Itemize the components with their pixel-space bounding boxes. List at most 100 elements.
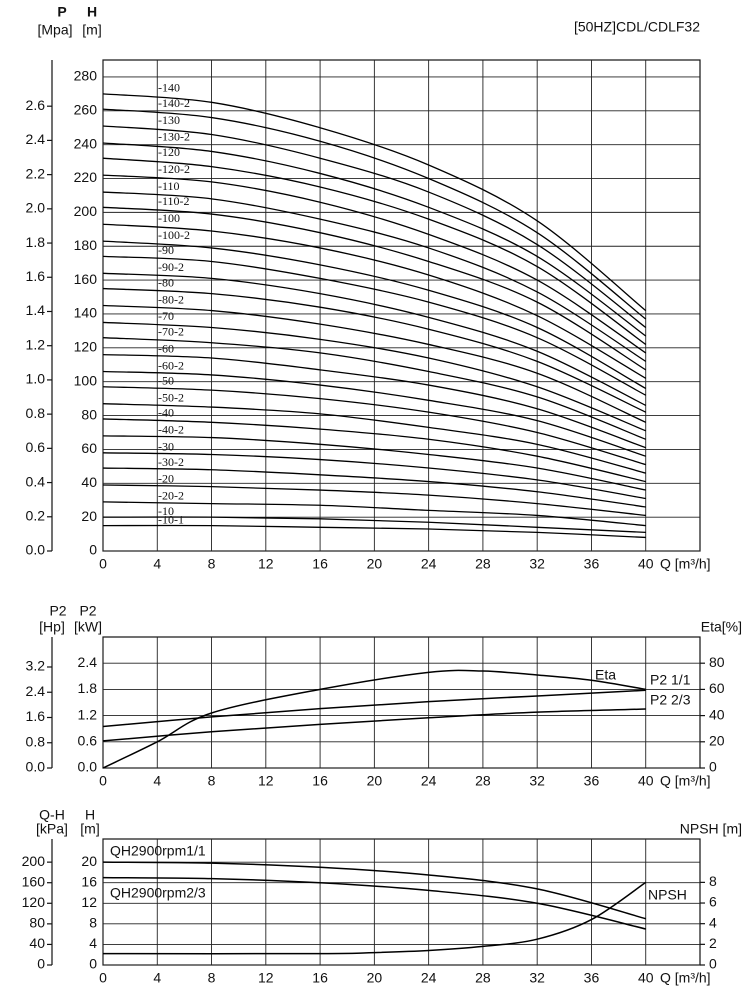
series-line: [102, 174, 647, 354]
series-line: [102, 516, 646, 534]
x-tick-label: 0: [99, 970, 107, 986]
y3-tick-label: 160: [22, 873, 46, 889]
series-label: Eta: [595, 667, 616, 683]
y2-tick-label: 0: [709, 759, 717, 775]
y-tick-label: 8: [89, 915, 97, 931]
x-tick-label: 8: [208, 773, 216, 789]
x-tick-label: 32: [529, 970, 545, 986]
y-tick-label: 12: [81, 894, 97, 910]
x-tick-label: 32: [529, 773, 545, 789]
series-label: P2 2/3: [650, 692, 691, 708]
y-unit: [m]: [82, 22, 101, 38]
series-line: [102, 669, 646, 769]
y3-tick-label: 0.2: [26, 507, 46, 523]
series-label: -80-2: [158, 292, 184, 306]
series-line: [102, 881, 647, 955]
y3-tick-label: 200: [22, 853, 46, 869]
y-tick-label: 2.4: [78, 654, 98, 670]
y-tick-label: 1.8: [78, 680, 98, 696]
y-tick-label: 0.6: [78, 733, 98, 749]
x-tick-label: 16: [312, 773, 328, 789]
series-line: [102, 287, 647, 413]
series-label: -130: [158, 113, 180, 127]
series-label: -20: [158, 472, 174, 486]
x-tick-label: 16: [312, 556, 328, 572]
y3-tick-label: 1.8: [26, 234, 46, 250]
y-tick-label: 260: [74, 101, 98, 117]
y2-tick-label: 6: [709, 894, 717, 910]
series-label: QH2900rpm2/3: [110, 885, 206, 901]
y3-tick-label: 1.6: [26, 268, 46, 284]
series-label: -140: [158, 81, 180, 95]
y3-tick-label: 0.0: [26, 759, 46, 775]
y-tick-label: 120: [74, 339, 98, 355]
y3-tick-label: 1.2: [26, 336, 46, 352]
y-tick-label: 4: [89, 935, 97, 951]
y3-tick-label: 2.4: [26, 131, 46, 147]
series-label: QH2900rpm1/1: [110, 843, 206, 859]
series-label: NPSH: [648, 887, 687, 903]
y-tick-label: 180: [74, 237, 98, 253]
y3-unit: [kPa]: [36, 821, 68, 837]
series-line: [102, 370, 646, 457]
series-line: [102, 452, 646, 500]
x-tick-label: 20: [367, 773, 383, 789]
y3-tick-label: 2.0: [26, 200, 46, 216]
y3-tick-label: 0.4: [26, 473, 46, 489]
series-line: [102, 418, 646, 483]
x-tick-label: 8: [208, 556, 216, 572]
series-line: [102, 403, 646, 474]
series-line: [102, 191, 647, 362]
series-label: -60-2: [158, 358, 184, 372]
x-tick-label: 4: [153, 970, 161, 986]
series-line: [102, 524, 646, 539]
y-unit: [kW]: [74, 619, 102, 635]
y3-tick-label: 1.0: [26, 371, 46, 387]
y-tick-label: 20: [81, 853, 97, 869]
series-line: [102, 708, 646, 742]
series-label: -40-2: [158, 423, 184, 437]
series-label: -90-2: [158, 260, 184, 274]
series-line: [102, 386, 646, 466]
y3-tick-label: 40: [29, 935, 45, 951]
x-axis-label: Q [m³/h]: [660, 773, 711, 789]
y3-tick-label: 0: [37, 956, 45, 972]
x-tick-label: 24: [421, 970, 437, 986]
y3-label: Q-H: [39, 807, 65, 823]
series-line: [102, 240, 647, 390]
y-label: P2: [79, 603, 96, 619]
y-tick-label: 80: [81, 406, 97, 422]
series-line: [102, 157, 647, 345]
y3-tick-label: 0.0: [26, 542, 46, 558]
y3-tick-label: 3.2: [26, 658, 46, 674]
series-label: -30-2: [158, 455, 184, 469]
x-tick-label: 12: [258, 970, 274, 986]
x-tick-label: 24: [421, 773, 437, 789]
y3-unit: [Hp]: [39, 619, 65, 635]
y3-tick-label: 0.8: [26, 405, 46, 421]
series-label: -70-2: [158, 324, 184, 338]
x-tick-label: 40: [638, 970, 654, 986]
x-tick-label: 24: [421, 556, 437, 572]
x-tick-label: 28: [475, 773, 491, 789]
series-line: [102, 337, 646, 440]
series-label: -120: [158, 145, 180, 159]
y3-tick-label: 1.6: [26, 708, 46, 724]
series-label: -20-2: [158, 489, 184, 503]
y-tick-label: 140: [74, 305, 98, 321]
series-label: -40: [158, 406, 174, 420]
series-label: -70: [158, 309, 174, 323]
x-tick-label: 0: [99, 773, 107, 789]
series-line: [102, 861, 646, 920]
x-tick-label: 8: [208, 970, 216, 986]
y-tick-label: 20: [81, 508, 97, 524]
x-tick-label: 16: [312, 970, 328, 986]
x-axis-label: Q [m³/h]: [660, 970, 711, 986]
x-tick-label: 36: [584, 556, 600, 572]
y3-label: P2: [49, 603, 66, 619]
series-line: [102, 484, 646, 517]
y-unit: [m]: [80, 821, 99, 837]
x-tick-label: 40: [638, 773, 654, 789]
